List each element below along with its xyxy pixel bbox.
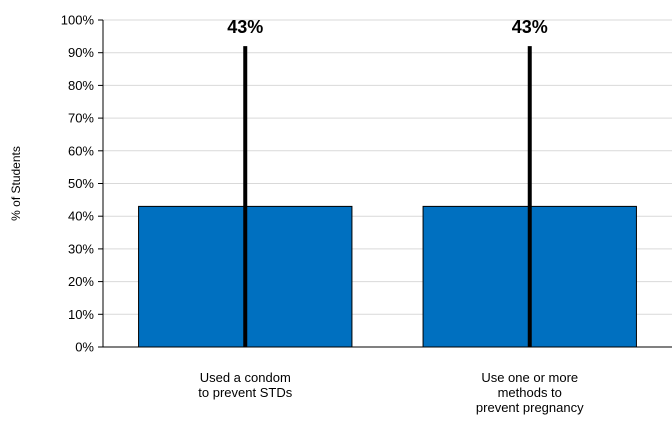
category-label-line: Use one or more (481, 370, 578, 385)
y-tick-label: 70% (68, 111, 94, 126)
category-label-line: methods to (498, 385, 562, 400)
y-tick-labels: 0% 10% 20% 30% 40% 50% 60% 70% 80% 90% 100% (61, 13, 95, 355)
category-labels: Used a condom to prevent STDs Use one or m… (198, 370, 584, 415)
data-label: 43% (512, 17, 548, 37)
y-tick-label: 0% (75, 340, 94, 355)
bars (138, 205, 637, 348)
y-tick-label: 90% (68, 45, 94, 60)
category-label-line: prevent pregnancy (476, 400, 584, 415)
axes (102, 20, 672, 348)
category-label-line: to prevent STDs (198, 385, 292, 400)
category-label: Used a condom to prevent STDs (198, 370, 292, 400)
y-tick-label: 30% (68, 241, 94, 256)
y-axis-title: % of Students (9, 146, 23, 221)
category-label: Use one or more methods to prevent pregnan… (476, 370, 584, 415)
y-tick-label: 50% (68, 176, 94, 191)
y-tick-label: 80% (68, 78, 94, 93)
y-tick-label: 60% (68, 143, 94, 158)
data-labels: 43% 43% (227, 17, 548, 37)
y-tick-label: 40% (68, 209, 94, 224)
y-tick-label: 100% (61, 13, 95, 28)
y-tick-label: 20% (68, 274, 94, 289)
y-tick-label: 10% (68, 307, 94, 322)
category-label-line: Used a condom (200, 370, 291, 385)
error-lines (243, 46, 532, 347)
data-label: 43% (227, 17, 263, 37)
